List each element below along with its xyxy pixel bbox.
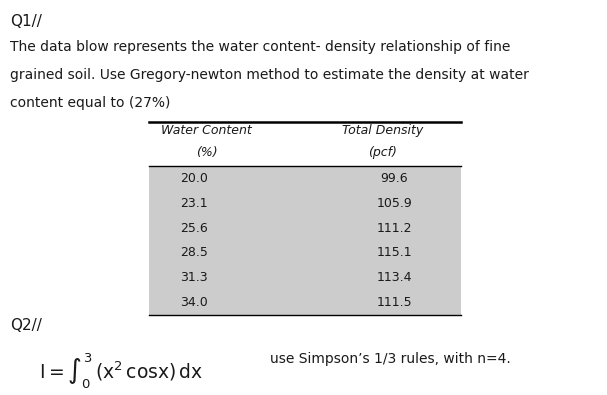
Text: 34.0: 34.0 — [180, 296, 208, 309]
Text: 31.3: 31.3 — [180, 271, 208, 284]
Text: Water Content: Water Content — [161, 124, 252, 137]
Text: 113.4: 113.4 — [377, 271, 412, 284]
FancyBboxPatch shape — [149, 166, 461, 315]
Text: 20.0: 20.0 — [180, 172, 208, 185]
Text: The data blow represents the water content- density relationship of fine: The data blow represents the water conte… — [10, 40, 510, 53]
Text: 25.6: 25.6 — [180, 222, 208, 235]
Text: 111.5: 111.5 — [377, 296, 412, 309]
Text: 23.1: 23.1 — [180, 197, 208, 210]
Text: Q2//: Q2// — [10, 318, 42, 333]
Text: $\mathrm{I=\int_0^3\,(x^2\,cosx)\,dx}$: $\mathrm{I=\int_0^3\,(x^2\,cosx)\,dx}$ — [39, 352, 203, 391]
Text: Total Density: Total Density — [342, 124, 423, 137]
Text: (pcf): (pcf) — [368, 146, 397, 159]
Text: use Simpson’s 1/3 rules, with n=4.: use Simpson’s 1/3 rules, with n=4. — [270, 352, 511, 365]
Text: grained soil. Use Gregory-newton method to estimate the density at water: grained soil. Use Gregory-newton method … — [10, 68, 529, 82]
Text: content equal to (27%): content equal to (27%) — [10, 96, 170, 110]
Text: 105.9: 105.9 — [377, 197, 412, 210]
Text: 99.6: 99.6 — [381, 172, 409, 185]
Text: 115.1: 115.1 — [377, 246, 412, 260]
Text: (%): (%) — [195, 146, 217, 159]
Text: Q1//: Q1// — [10, 14, 42, 29]
Text: 111.2: 111.2 — [377, 222, 412, 235]
Text: 28.5: 28.5 — [180, 246, 208, 260]
